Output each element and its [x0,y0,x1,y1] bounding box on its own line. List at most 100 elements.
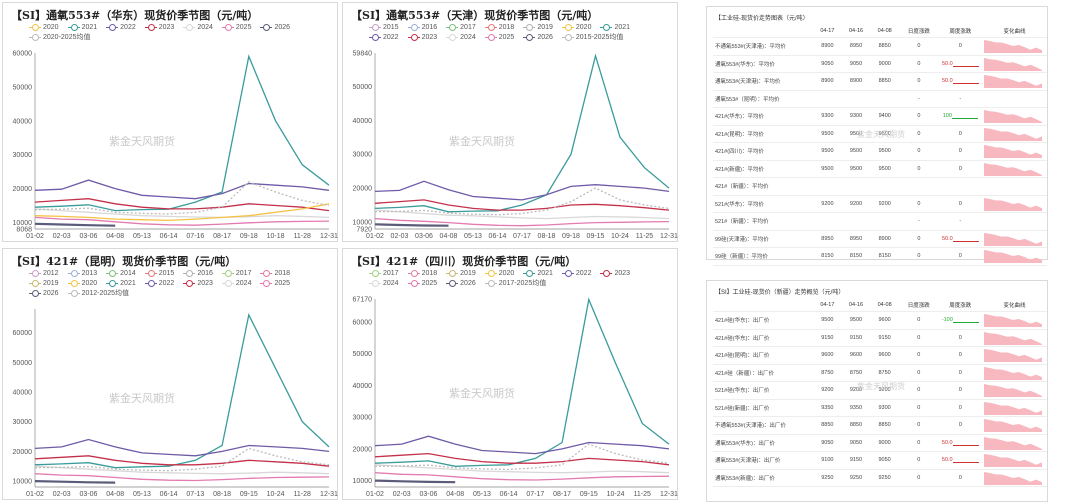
column-header[interactable]: 04-16 [849,28,864,34]
series-line-2022[interactable] [374,180,670,201]
table-row[interactable]: 不通氧553#(天津港)：出厂价 8850 8850 8850 0 0 [713,417,1047,434]
table-row[interactable]: 通氧553#(天津港)：出厂价 9100 9150 9050 0 50.0 [713,452,1047,469]
table-row[interactable]: 不通氧553#(天津港)：平均价 8900 8950 8850 0 0 [713,38,1047,55]
table-row[interactable]: 421#硅(昆明)：出厂价 9600 9600 9600 0 0 [713,347,1047,364]
legend-item[interactable]: 2025 [221,23,251,33]
series-line-2025[interactable] [34,473,330,482]
legend-item[interactable]: 2015 [369,23,399,33]
column-header[interactable] [713,299,813,312]
series-line-2020-2025均值[interactable] [34,181,330,215]
column-header[interactable]: 日度涨跌 [907,29,930,35]
column-header[interactable]: 04-08 [877,28,892,34]
column-header[interactable]: 日度涨跌 [907,303,930,309]
legend-item[interactable]: 2013 [67,269,97,279]
legend-item[interactable]: 2021 [600,23,630,33]
legend-item[interactable]: 2026 [29,289,59,299]
series-line-2021[interactable] [34,312,330,469]
legend-item[interactable]: 2023 [407,33,437,43]
column-header[interactable]: 变化曲线 [1003,29,1026,35]
legend-item[interactable]: 2025 [407,279,437,289]
legend-item[interactable]: 2012 [29,269,59,279]
table-row[interactable]: 通氧553#(华东)：平均价 9050 9050 9000 0 50.0 [713,55,1047,73]
table-row[interactable]: 通氧553#(华东)：出厂价 9050 9050 9000 0 50.0 [713,434,1047,452]
series-line-2020[interactable] [34,203,330,222]
table-row[interactable]: 421#硅(华东)：出厂价 9500 9500 9600 0 -100 [713,312,1047,329]
series-line-2021[interactable] [374,53,670,213]
legend-item[interactable]: 2024 [369,279,399,289]
legend-item[interactable]: 2019 [446,269,476,279]
table-row[interactable]: 421#(新疆)：平均价 9500 9500 9500 0 0 [713,160,1047,178]
legend-item[interactable]: 2020 [67,279,97,289]
series-line-2025[interactable] [374,217,670,227]
legend-item[interactable]: 2016 [407,23,437,33]
table-row[interactable]: 通氧553#(天津港)：平均价 8900 8900 8850 0 50.0 [713,73,1047,90]
legend-item[interactable]: 2021 [523,269,553,279]
legend-item[interactable]: 2022 [144,279,174,289]
legend-item[interactable]: 2017 [221,269,251,279]
legend-item[interactable]: 2023 [144,23,174,33]
series-line-2023[interactable] [374,199,670,211]
column-header[interactable]: 变化曲线 [1003,303,1026,309]
legend-item[interactable]: 2019 [29,279,59,289]
series-line-2024[interactable] [374,464,670,474]
legend-item[interactable]: 2018 [407,269,437,279]
legend-item[interactable]: 2017-2025均值 [484,279,546,289]
legend-item[interactable]: 2024 [221,279,251,289]
table-row[interactable]: 521#（新疆）：平均价 - - [713,213,1047,230]
legend-item[interactable]: 2020-2025均值 [29,33,90,43]
legend-item[interactable]: 2024 [183,23,213,33]
legend-item[interactable]: 2017 [369,269,399,279]
series-line-2026[interactable] [34,222,116,227]
series-line-2022[interactable] [34,438,330,457]
series-line-2024[interactable] [34,208,330,219]
series-line-2023[interactable] [34,455,330,467]
legend-item[interactable]: 2021 [67,23,97,33]
legend-item[interactable]: 2014 [106,269,136,279]
series-line-2021[interactable] [374,297,670,467]
legend-item[interactable]: 2019 [523,23,553,33]
legend-item[interactable]: 2020 [484,269,514,279]
legend-item[interactable]: 2024 [446,33,476,43]
legend-item[interactable]: 2012-2025均值 [67,289,129,299]
legend-item[interactable]: 2025 [260,279,290,289]
legend-item[interactable]: 2023 [183,279,213,289]
legend-item[interactable]: 2018 [484,23,514,33]
legend-item[interactable]: 2022 [369,33,399,43]
legend-item[interactable]: 2016 [183,269,213,279]
series-line-2017-2025均值[interactable] [374,443,670,471]
legend-item[interactable]: 2017 [446,23,476,33]
table-row[interactable]: 421#（新疆）：平均价 [713,178,1047,195]
series-line-2026[interactable] [374,479,456,484]
column-header[interactable] [713,25,813,38]
series-line-2022[interactable] [34,179,330,200]
table-row[interactable]: 521#(华东)：平均价 9200 9200 9200 0 0 [713,195,1047,213]
column-header[interactable]: 04-08 [877,302,892,308]
table-row[interactable]: 421#(四川)：平均价 9500 9500 9500 0 0 [713,143,1047,160]
table-row[interactable]: 521#硅(华东)：出厂价 9200 9200 9200 0 0 [713,382,1047,399]
table-row[interactable]: 421#硅（新疆）：出厂价 8750 8750 8750 0 0 [713,364,1047,382]
column-header[interactable]: 04-16 [848,302,864,308]
series-line-2026[interactable] [374,223,449,227]
series-line-2012-2025均值[interactable] [34,447,330,472]
column-header[interactable]: 周度涨跌 [949,303,972,309]
table-row[interactable]: 99硅（新疆）：平均价 8150 8150 8150 0 0 [713,248,1047,265]
legend-item[interactable]: 2025 [484,33,514,43]
column-header[interactable]: 04-17 [820,28,835,34]
legend-item[interactable]: 2015-2025均值 [561,33,623,43]
table-row[interactable]: 421#(华东)：平均价 9300 9300 9400 0 100 [713,108,1047,125]
legend-item[interactable]: 2022 [106,23,136,33]
legend-item[interactable]: 2020 [29,23,59,33]
legend-item[interactable]: 2023 [600,269,630,279]
series-line-2025[interactable] [34,216,330,226]
table-row[interactable]: 421#(昆明)：平均价 9500 9500 9500 0 0 [713,125,1047,143]
legend-item[interactable]: 2021 [106,279,136,289]
series-line-2025[interactable] [374,472,670,481]
table-row[interactable]: 99硅(天津港)：平均价 8950 8950 8900 0 50.0 [713,230,1047,248]
legend-item[interactable]: 2022 [561,269,591,279]
column-header[interactable]: 周度涨跌 [949,29,972,35]
legend-item[interactable]: 2026 [523,33,553,43]
series-line-2022[interactable] [374,435,670,455]
series-line-2023[interactable] [34,198,330,212]
table-row[interactable]: 421#硅(华东)：出厂价 9150 9150 9150 0 0 [713,329,1047,347]
series-line-2026[interactable] [34,480,116,484]
